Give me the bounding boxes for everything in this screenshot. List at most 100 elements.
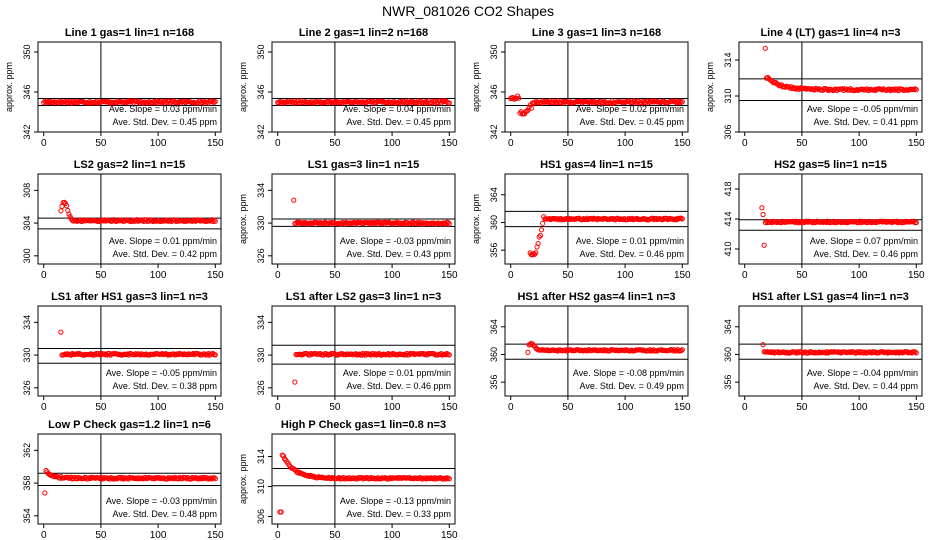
data-point (824, 86, 830, 93)
y-tick-label: 356 (489, 243, 499, 258)
y-tick-label: 350 (489, 44, 499, 59)
data-point (290, 99, 296, 105)
y-tick-label: 334 (22, 315, 32, 330)
std-dev-annotation: Ave. Std. Dev. = 0.46 ppm (347, 381, 451, 391)
x-tick-label: 50 (329, 138, 341, 149)
panel-title: LS2 gas=2 lin=1 n=15 (74, 159, 186, 171)
data-point (61, 199, 67, 205)
x-tick-label: 150 (674, 138, 691, 149)
std-dev-annotation: Ave. Std. Dev. = 0.33 ppm (347, 509, 451, 519)
y-tick-label: 418 (723, 181, 733, 196)
data-point (135, 99, 141, 105)
chart-panel: HS1 after HS2 gas=4 lin=1 n=3 0 50 100 150 35… (489, 291, 691, 413)
data-point (415, 219, 421, 225)
panel-title: LS1 after LS2 gas=3 lin=1 n=3 (286, 291, 442, 303)
data-point (196, 217, 202, 223)
data-point (760, 211, 766, 218)
x-tick-label: 100 (851, 138, 868, 149)
panel-title: Line 2 gas=1 lin=2 n=168 (299, 27, 428, 39)
std-dev-annotation: Ave. Std. Dev. = 0.42 ppm (113, 249, 217, 259)
data-point (353, 351, 359, 357)
data-point (308, 100, 314, 106)
panel-title: Line 3 gas=1 lin=3 n=168 (532, 27, 661, 39)
data-point (533, 250, 539, 256)
data-point (317, 99, 323, 105)
x-tick-label: 50 (329, 530, 341, 540)
data-point (200, 474, 206, 480)
x-tick-label: 150 (441, 270, 458, 281)
y-tick-label: 364 (723, 319, 733, 334)
chart-panel: LS2 gas=2 lin=1 n=15 0 50 100 150 300 304 308 Av… (22, 159, 224, 281)
y-axis-label: approx. ppm (471, 62, 481, 112)
data-series (292, 350, 452, 385)
data-point (126, 98, 132, 104)
data-point (796, 220, 802, 226)
data-point (295, 470, 301, 476)
y-tick-label: 334 (256, 315, 266, 330)
x-tick-label: 100 (384, 270, 401, 281)
chart-panel: High P Check gas=1 lin=0.8 n=3 0 50 100 150 3… (238, 419, 458, 540)
slope-annotation: Ave. Slope = 0.07 ppm/min (810, 236, 918, 246)
data-point (671, 347, 677, 353)
y-axis-label: approx. ppm (4, 62, 14, 112)
x-tick-label: 150 (908, 270, 925, 281)
data-point (114, 98, 121, 104)
data-point (211, 217, 217, 223)
data-series (58, 329, 218, 358)
y-tick-label: 300 (22, 248, 32, 263)
chart-panel: LS1 after LS2 gas=3 lin=1 n=3 0 50 100 150 32… (256, 291, 458, 413)
std-dev-annotation: Ave. Std. Dev. = 0.43 ppm (347, 249, 451, 259)
data-point (793, 86, 799, 92)
std-dev-annotation: Ave. Std. Dev. = 0.48 ppm (113, 509, 217, 519)
x-tick-label: 100 (617, 270, 634, 281)
data-point (646, 348, 652, 354)
data-point (371, 352, 377, 358)
panel-title: LS1 gas=3 lin=1 n=15 (308, 159, 420, 171)
data-point (588, 98, 594, 105)
data-point (886, 86, 892, 92)
data-point (446, 476, 452, 482)
y-axis-label: approx. ppm (238, 62, 248, 112)
data-point (446, 221, 452, 227)
slope-annotation: Ave. Slope = 0.01 ppm/min (576, 236, 684, 246)
x-tick-label: 0 (41, 530, 47, 540)
panel-title: Low P Check gas=1.2 lin=1 n=6 (48, 419, 211, 431)
chart-panel: Low P Check gas=1.2 lin=1 n=6 0 50 100 150 35… (22, 419, 224, 540)
data-point (791, 218, 797, 225)
y-tick-label: 350 (256, 44, 266, 59)
data-series (525, 340, 685, 355)
data-point (866, 87, 873, 93)
slope-annotation: Ave. Slope = -0.13 ppm/min (340, 496, 451, 506)
x-tick-label: 0 (275, 530, 281, 540)
data-point (278, 509, 284, 515)
x-tick-label: 50 (95, 402, 107, 413)
x-tick-label: 100 (150, 138, 167, 149)
panel-title: LS1 after HS1 gas=3 lin=1 n=3 (51, 291, 208, 303)
x-tick-label: 0 (41, 402, 47, 413)
data-point (823, 350, 829, 356)
plot-frame (271, 305, 456, 397)
panel-title: HS2 gas=5 lin=1 n=15 (774, 159, 887, 171)
std-dev-annotation: Ave. Std. Dev. = 0.41 ppm (814, 117, 918, 127)
x-tick-label: 100 (617, 138, 634, 149)
x-tick-label: 0 (41, 270, 47, 281)
panel-title: HS1 after HS2 gas=4 lin=1 n=3 (517, 291, 675, 303)
x-tick-label: 50 (796, 402, 808, 413)
y-tick-label: 310 (256, 479, 266, 494)
y-tick-label: 330 (22, 348, 32, 363)
y-tick-label: 314 (256, 449, 266, 464)
y-tick-label: 360 (489, 347, 499, 362)
data-point (802, 85, 808, 91)
x-tick-label: 0 (742, 138, 748, 149)
x-tick-label: 150 (441, 402, 458, 413)
data-point (291, 197, 297, 203)
data-point (554, 216, 561, 222)
x-tick-label: 0 (41, 138, 47, 149)
data-point (809, 220, 816, 226)
data-point (294, 219, 300, 225)
data-series (275, 98, 452, 106)
chart-panel: HS1 gas=4 lin=1 n=15 0 50 100 150 356 360 364 ap… (471, 159, 691, 281)
y-tick-label: 310 (723, 88, 733, 103)
x-tick-label: 50 (562, 402, 574, 413)
x-tick-label: 50 (562, 138, 574, 149)
